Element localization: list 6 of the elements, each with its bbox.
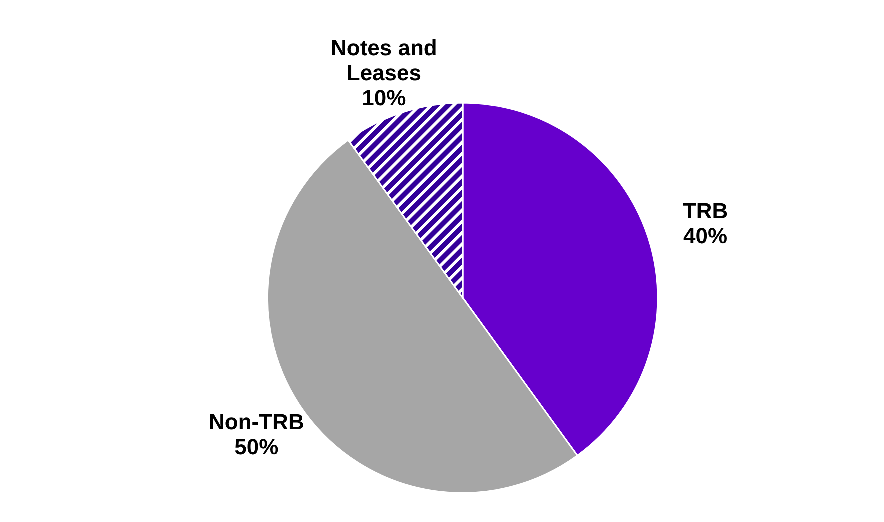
slice-label: Non-TRB: [209, 409, 304, 434]
slice-label: TRB: [682, 198, 728, 224]
data-label: 50%: [234, 434, 279, 460]
data-label: 40%: [683, 224, 728, 249]
slice-label: Notes and Leases: [331, 35, 438, 86]
data-label: 10%: [362, 85, 406, 110]
